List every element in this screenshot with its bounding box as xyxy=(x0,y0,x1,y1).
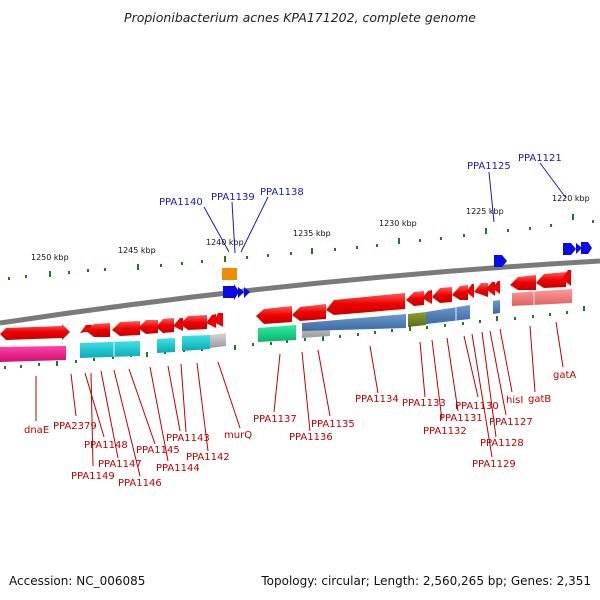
feature-ppa1130-box[interactable] xyxy=(493,300,500,314)
label-ppa1135[interactable]: PPA1135 xyxy=(311,419,355,430)
gene-ppa1145[interactable] xyxy=(156,318,174,333)
tick-label: 1240 kbp xyxy=(206,238,244,247)
label-ppa1143[interactable]: PPA1143 xyxy=(166,433,210,444)
label-ppa1144[interactable]: PPA1144 xyxy=(156,463,200,474)
feature-ppa1145-box[interactable] xyxy=(157,338,175,353)
bottom-leader-lines xyxy=(35,321,564,477)
gene-ppa1135[interactable] xyxy=(326,293,405,315)
gene-dnae[interactable] xyxy=(0,324,70,340)
label-ppa1149[interactable]: PPA1149 xyxy=(71,471,115,482)
feature-gatb-box[interactable] xyxy=(512,289,572,306)
tick-label: 1225 kbp xyxy=(466,207,504,216)
gene-ppa1143[interactable] xyxy=(180,315,207,330)
page-title: Propionibacterium acnes KPA171202, compl… xyxy=(124,10,476,25)
gene-ppa1146[interactable] xyxy=(138,320,158,334)
gene-ppa1147[interactable] xyxy=(112,321,140,336)
gene-ppa1132[interactable] xyxy=(432,287,452,303)
gene-ppa1138-arrow[interactable] xyxy=(238,287,244,298)
gene-ppa1128[interactable] xyxy=(486,282,495,296)
tick-label: 1220 kbp xyxy=(552,194,590,203)
label-dnae[interactable]: dnaE xyxy=(24,425,49,436)
feature-ppa1135-box[interactable] xyxy=(302,314,406,331)
feature-dnae-box[interactable] xyxy=(0,346,66,362)
label-ppa2379[interactable]: PPA2379 xyxy=(53,421,97,432)
label-ppa1146[interactable]: PPA1146 xyxy=(118,478,162,489)
accession-text: Accession: NC_006085 xyxy=(9,574,146,588)
label-murq[interactable]: murQ xyxy=(224,430,252,441)
label-ppa1125[interactable]: PPA1125 xyxy=(467,161,511,172)
label-ppa1136[interactable]: PPA1136 xyxy=(289,432,333,443)
tick-label: 1235 kbp xyxy=(293,229,331,238)
label-ppa1140[interactable]: PPA1140 xyxy=(159,197,203,208)
gene-ppa1144[interactable] xyxy=(173,318,183,331)
feature-murq-box[interactable] xyxy=(210,333,226,348)
gene-ppa1148[interactable] xyxy=(86,323,110,337)
bottom-gene-labels: dnaE PPA2379 PPA1148 PPA1149 PPA1147 PPA… xyxy=(24,370,576,489)
label-ppa1142[interactable]: PPA1142 xyxy=(186,452,230,463)
gene-gatb[interactable] xyxy=(510,275,536,290)
label-ppa1145[interactable]: PPA1145 xyxy=(136,445,180,456)
feature-ppa1137-box[interactable] xyxy=(258,325,296,342)
genome-backbone xyxy=(0,258,600,326)
gene-ppa1136[interactable] xyxy=(292,304,326,321)
gene-murq[interactable] xyxy=(214,313,223,327)
label-ppa1127[interactable]: PPA1127 xyxy=(489,417,533,428)
gene-ppa1127[interactable] xyxy=(492,281,500,294)
feature-ppa1143-box[interactable] xyxy=(182,335,210,351)
scale-track xyxy=(8,214,594,280)
feature-ppa1133-box[interactable] xyxy=(426,305,470,324)
label-ppa1134[interactable]: PPA1134 xyxy=(355,394,399,405)
label-ppa1130[interactable]: PPA1130 xyxy=(455,401,499,412)
feature-boxes xyxy=(0,289,572,362)
label-ppa1137[interactable]: PPA1137 xyxy=(253,414,297,425)
gene-ppa1120-arrow[interactable] xyxy=(581,242,592,254)
label-ppa1133[interactable]: PPA1133 xyxy=(402,398,446,409)
gene-gata[interactable] xyxy=(536,272,566,288)
tick-label: 1245 kbp xyxy=(118,246,156,255)
label-gatb[interactable]: gatB xyxy=(528,394,551,405)
gene-ppa1142[interactable] xyxy=(206,314,216,328)
gene-ppa1131[interactable] xyxy=(452,285,468,300)
feature-ppa1134-box[interactable] xyxy=(408,312,426,327)
gene-ppa1140-box[interactable] xyxy=(222,268,237,280)
label-ppa1138[interactable]: PPA1138 xyxy=(260,187,304,198)
top-gene-labels xyxy=(203,162,567,254)
gene-ppa1134[interactable] xyxy=(406,291,424,306)
label-ppa1132[interactable]: PPA1132 xyxy=(423,426,467,437)
label-ppa1148[interactable]: PPA1148 xyxy=(84,440,128,451)
label-hisi[interactable]: hisI xyxy=(506,395,523,406)
tick-label: 1250 kbp xyxy=(31,253,69,262)
topology-text: Topology: circular; Length: 2,560,265 bp… xyxy=(261,574,591,588)
label-gata[interactable]: gatA xyxy=(553,370,576,381)
reverse-strand-genes xyxy=(0,270,571,340)
gene-ppa1125-arrow[interactable] xyxy=(494,255,507,267)
label-ppa1128[interactable]: PPA1128 xyxy=(480,438,524,449)
label-ppa1131[interactable]: PPA1131 xyxy=(439,413,483,424)
gene-hisi[interactable] xyxy=(562,270,571,286)
label-ppa1129[interactable]: PPA1129 xyxy=(472,459,516,470)
gene-ppa1138b-arrow[interactable] xyxy=(244,287,250,298)
label-ppa1139[interactable]: PPA1139 xyxy=(211,192,255,203)
gene-ppa1121b-arrow[interactable] xyxy=(576,243,582,254)
label-ppa1147[interactable]: PPA1147 xyxy=(98,459,142,470)
tick-label: 1230 kbp xyxy=(379,219,417,228)
gene-ppa1137[interactable] xyxy=(256,306,292,324)
feature-ppa1148-box[interactable] xyxy=(80,341,140,358)
forward-strand-genes xyxy=(222,242,592,300)
gene-ppa1129[interactable] xyxy=(474,283,488,297)
gene-ppa1121-arrow[interactable] xyxy=(563,243,576,255)
gene-ppa1130[interactable] xyxy=(466,284,474,298)
gene-ppa1139-arrow[interactable] xyxy=(223,284,239,300)
label-ppa1121[interactable]: PPA1121 xyxy=(518,153,562,164)
gene-ppa1133[interactable] xyxy=(422,290,432,304)
scale-labels: 1250 kbp 1245 kbp 1240 kbp 1235 kbp 1230… xyxy=(31,194,590,262)
